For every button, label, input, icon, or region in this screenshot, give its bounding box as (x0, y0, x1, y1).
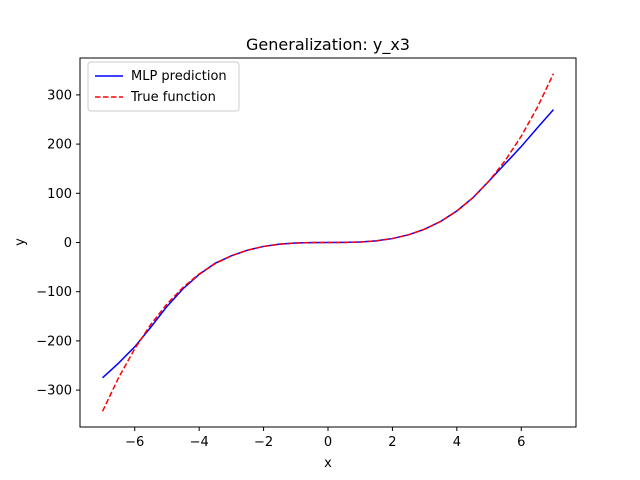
y-axis-label: y (13, 238, 28, 246)
x-tick-label: −2 (254, 435, 273, 450)
legend-label-true: True function (130, 90, 216, 105)
y-tick-label: 200 (47, 138, 72, 153)
legend-box (87, 61, 240, 112)
x-tick-label: 0 (324, 435, 332, 450)
legend-label-mlp: MLP prediction (131, 69, 227, 84)
axis-ticks: −6 −4 −2 0 2 4 6 −300 −200 −100 0 100 200 300 (36, 88, 525, 450)
y-tick-label: 0 (64, 236, 72, 251)
x-tick-label: 6 (517, 435, 525, 450)
x-axis-label: x (324, 456, 332, 471)
x-tick-label: 2 (388, 435, 396, 450)
x-tick-label: −6 (125, 435, 144, 450)
legend: MLP prediction True function (87, 61, 240, 112)
y-tick-label: 300 (47, 88, 72, 103)
chart-title: Generalization: y_x3 (246, 35, 410, 55)
x-tick-label: −4 (190, 435, 209, 450)
y-tick-label: −100 (36, 285, 72, 300)
y-tick-label: −300 (36, 384, 72, 399)
plot-area (101, 73, 555, 412)
x-tick-label: 4 (453, 435, 461, 450)
y-tick-label: 100 (47, 187, 72, 202)
y-tick-label: −200 (36, 334, 72, 349)
series-line-true-function (101, 73, 555, 412)
